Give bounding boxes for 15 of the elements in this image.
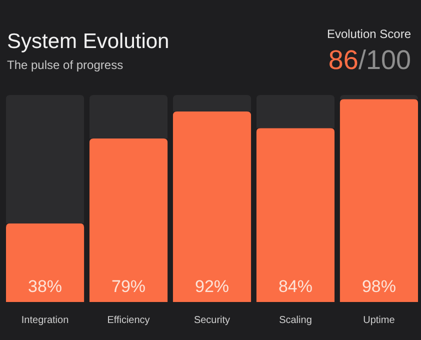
text: /100 [358, 45, 411, 75]
x-tick-label: Integration [21, 315, 69, 326]
data-label: 92% [194, 277, 230, 296]
x-tick-label: Uptime [363, 315, 396, 326]
x-tick-label: Efficiency [107, 315, 150, 326]
chart-title: System Evolution [7, 30, 170, 53]
x-tick-label: Scaling [279, 315, 312, 326]
data-label: 79% [112, 277, 146, 296]
x-tick-label: Security [194, 315, 230, 326]
text: 86 [328, 45, 358, 75]
text: Evolution Score [326, 27, 412, 41]
chart-subtitle: The pulse of progress [7, 58, 124, 72]
data-label: 38% [28, 277, 62, 296]
data-label: 98% [362, 277, 396, 296]
data-label: 84% [278, 277, 312, 296]
